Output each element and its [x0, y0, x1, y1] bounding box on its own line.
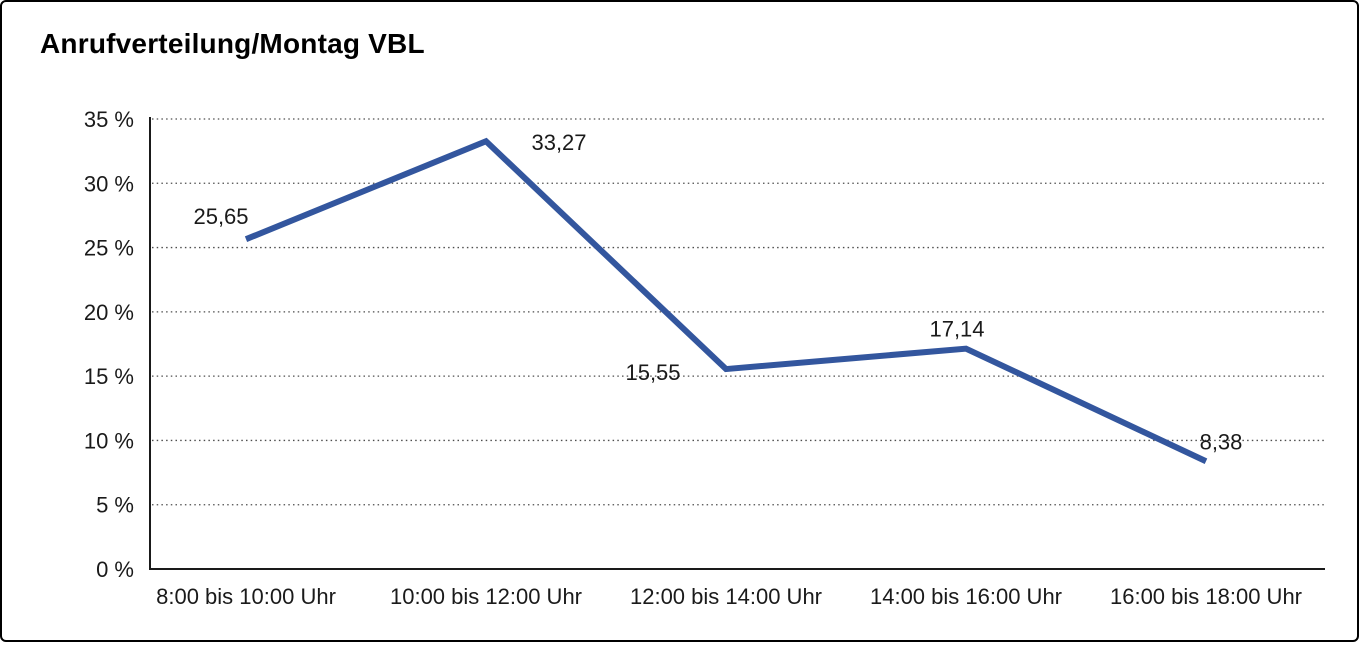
data-point-label: 33,27 [531, 130, 586, 155]
y-tick-label: 5 % [96, 493, 134, 518]
data-point-label: 8,38 [1200, 429, 1243, 454]
y-tick-label: 0 % [96, 557, 134, 582]
y-tick-label: 35 % [84, 107, 134, 132]
x-tick-label: 14:00 bis 16:00 Uhr [870, 584, 1062, 609]
y-tick-label: 30 % [84, 171, 134, 196]
data-point-label: 15,55 [625, 360, 680, 385]
chart-title: Anrufverteilung/Montag VBL [40, 28, 425, 59]
y-tick-label: 20 % [84, 300, 134, 325]
y-tick-label: 10 % [84, 428, 134, 453]
data-series-line [244, 137, 1208, 464]
data-point-label: 25,65 [193, 204, 248, 229]
y-tick-label: 25 % [84, 236, 134, 261]
x-tick-label: 10:00 bis 12:00 Uhr [390, 584, 582, 609]
x-tick-label: 12:00 bis 14:00 Uhr [630, 584, 822, 609]
data-point-label: 17,14 [929, 317, 984, 342]
y-tick-label: 15 % [84, 364, 134, 389]
x-tick-label: 8:00 bis 10:00 Uhr [156, 584, 336, 609]
x-tick-label: 16:00 bis 18:00 Uhr [1110, 584, 1302, 609]
